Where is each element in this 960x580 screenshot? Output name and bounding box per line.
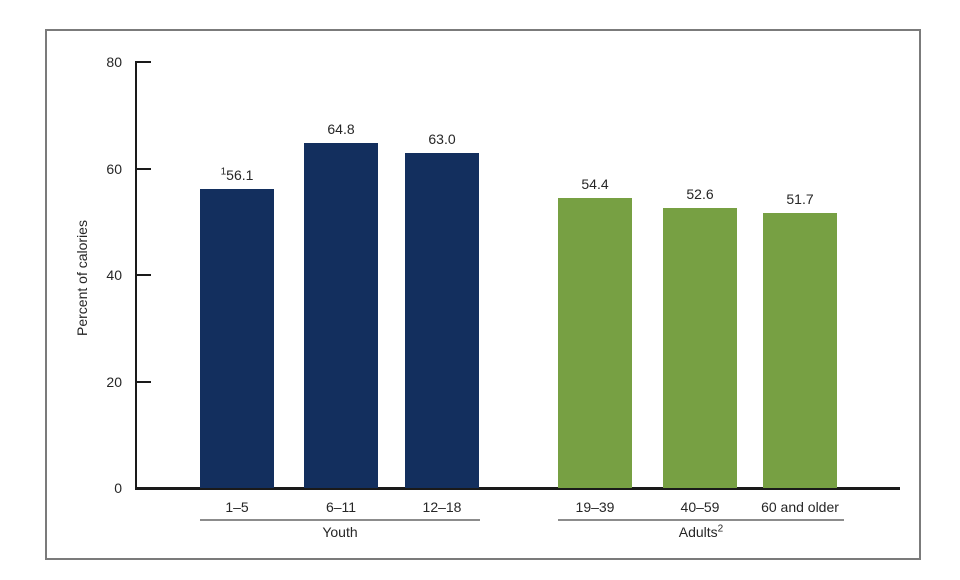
footnote-marker: 2 (717, 523, 724, 535)
y-tick-label: 20 (106, 373, 122, 390)
bar-value-label: 54.4 (581, 176, 609, 193)
y-tick-label: 40 (106, 267, 122, 283)
bar-category-label: 60 and older (761, 499, 839, 515)
y-tick-mark (135, 380, 151, 383)
bar-category-label: 6–11 (325, 499, 357, 515)
bar-category-label: 19–39 (575, 499, 615, 515)
y-tick-mark (135, 274, 151, 276)
footnote-marker: 1 (220, 166, 227, 178)
group-underline (200, 519, 480, 521)
bar-value-label: 51.7 (786, 190, 814, 207)
bar-category-label: 1–5 (225, 499, 249, 515)
bar-category-label: 40–59 (680, 499, 720, 515)
group-label: Youth (322, 524, 358, 540)
y-tick-label: 0 (114, 480, 122, 496)
group-label: Adults2 (678, 523, 724, 540)
bar (200, 189, 274, 488)
bar (405, 152, 479, 488)
bar-value-label: 156.1 (220, 166, 254, 184)
bar-value-label: 63.0 (428, 130, 456, 147)
y-tick-label: 60 (106, 160, 122, 177)
bar-value-label: 52.6 (686, 185, 714, 202)
bar-value-label: 64.8 (327, 120, 355, 137)
y-axis-line (135, 62, 137, 488)
bar (304, 142, 378, 488)
group-underline (558, 519, 844, 521)
y-tick-label: 80 (106, 54, 122, 70)
bar (558, 198, 632, 488)
bar (763, 212, 837, 488)
bar (663, 207, 737, 488)
chart-frame: Percent of calories 0 20 40 60 80 156.1 1–5 64.… (45, 29, 921, 560)
bar-category-label: 12–18 (422, 499, 462, 515)
y-tick-mark (135, 61, 151, 63)
x-axis-line (135, 487, 900, 490)
y-tick-mark (135, 167, 151, 170)
plot-area: Percent of calories 0 20 40 60 80 156.1 1–5 64.… (47, 31, 919, 558)
